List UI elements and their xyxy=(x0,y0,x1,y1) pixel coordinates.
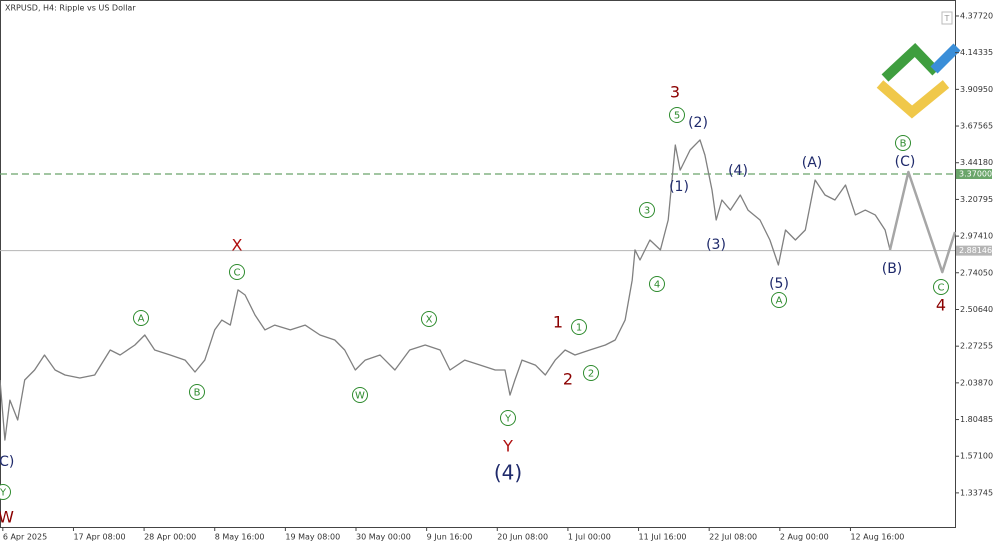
y-tick-label: 2.03870 xyxy=(960,378,993,387)
wave-label: A xyxy=(138,314,145,325)
x-tick-label: 17 Apr 08:00 xyxy=(73,533,125,542)
y-tick-label: 3.44180 xyxy=(960,158,993,167)
wave-circle xyxy=(669,107,685,123)
wave-label: 2 xyxy=(563,370,573,389)
y-tick-label: 2.97410 xyxy=(960,232,993,241)
wave-circle xyxy=(771,292,787,308)
wave-label: B xyxy=(194,388,201,399)
wave-label: A xyxy=(776,296,783,307)
wave-circle xyxy=(352,387,368,403)
price-level-tag xyxy=(956,168,992,179)
wave-circle xyxy=(189,384,205,400)
wave-label: 3 xyxy=(644,206,650,217)
x-tick-label: 6 Apr 2025 xyxy=(3,533,47,542)
logo-green xyxy=(881,42,940,82)
wave-label: Y xyxy=(0,488,7,499)
wave-label: C xyxy=(938,283,945,294)
wave-label: 1 xyxy=(553,313,563,332)
logo-blue xyxy=(930,43,961,74)
wave-circle xyxy=(649,276,665,292)
wave-circle xyxy=(895,135,911,151)
wave-circle xyxy=(639,202,655,218)
tool-icon: T xyxy=(944,14,950,23)
y-tick-label: 1.33745 xyxy=(960,488,993,497)
wave-label: 5 xyxy=(674,111,680,122)
wave-circle xyxy=(229,264,245,280)
x-tick-label: 20 Jun 08:00 xyxy=(497,533,548,542)
wave-label: (B) xyxy=(882,261,903,277)
logo xyxy=(876,42,961,119)
y-tick-label: 1.57100 xyxy=(960,452,993,461)
x-tick-label: 11 Jul 16:00 xyxy=(639,533,687,542)
price-level-label: 3.37000 xyxy=(959,169,992,178)
logo-yellow xyxy=(876,80,950,119)
price-level-label: 2.88146 xyxy=(959,246,992,255)
wave-label: W xyxy=(0,508,14,527)
wave-circle xyxy=(933,279,949,295)
wave-label: (A) xyxy=(802,155,823,171)
wave-label: (3) xyxy=(706,237,726,253)
tool-button[interactable] xyxy=(941,11,953,25)
wave-label: B xyxy=(900,139,907,150)
wave-circle xyxy=(571,319,587,335)
y-tick-label: 4.14335 xyxy=(960,48,993,57)
wave-label: (2) xyxy=(688,115,708,131)
wave-circle xyxy=(421,311,437,327)
x-tick-label: 12 Aug 16:00 xyxy=(850,533,904,542)
wave-label: (5) xyxy=(769,276,789,292)
wave-label: 3 xyxy=(670,83,680,102)
price-level-tag xyxy=(956,245,992,256)
x-tick-label: 1 Jul 00:00 xyxy=(568,533,611,542)
x-tick-label: 2 Aug 00:00 xyxy=(780,533,829,542)
wave-label: 1 xyxy=(576,323,582,334)
wave-label: W xyxy=(355,391,365,402)
y-tick-label: 3.20795 xyxy=(960,195,993,204)
wave-label: X xyxy=(426,315,433,326)
y-tick-label: 1.80485 xyxy=(960,415,993,424)
y-tick-label: 2.74050 xyxy=(960,268,993,277)
wave-label: X xyxy=(232,236,243,255)
plot-frame xyxy=(0,0,956,528)
wave-label: (4) xyxy=(494,461,522,485)
wave-circle xyxy=(583,365,599,381)
y-tick-label: 3.67565 xyxy=(960,122,993,131)
wave-label: (1) xyxy=(669,179,689,195)
x-tick-label: 22 Jul 08:00 xyxy=(709,533,757,542)
x-tick-label: 8 May 16:00 xyxy=(215,533,265,542)
wave-label: Y xyxy=(504,414,512,425)
wave-label: (4) xyxy=(728,163,748,179)
price-line xyxy=(0,139,891,441)
chart-title: XRPUSD, H4: Ripple vs US Dollar xyxy=(5,4,136,13)
wave-label: C xyxy=(234,268,241,279)
x-tick-label: 30 May 00:00 xyxy=(356,533,411,542)
wave-label: Y xyxy=(502,437,513,456)
wave-label: (C) xyxy=(0,454,14,470)
y-tick-label: 2.27255 xyxy=(960,342,993,351)
x-tick-label: 9 Jun 16:00 xyxy=(427,533,473,542)
y-tick-label: 3.90950 xyxy=(960,85,993,94)
wave-label: 4 xyxy=(654,280,660,291)
x-tick-label: 19 May 08:00 xyxy=(285,533,340,542)
y-tick-label: 4.37720 xyxy=(960,11,993,20)
x-tick-label: 28 Apr 00:00 xyxy=(144,533,196,542)
wave-label: 4 xyxy=(936,296,946,315)
projection-line xyxy=(888,170,957,274)
wave-label: 2 xyxy=(588,369,594,380)
wave-circle xyxy=(133,310,149,326)
y-tick-label: 2.50640 xyxy=(960,305,993,314)
wave-circle xyxy=(500,410,516,426)
wave-circle xyxy=(0,484,11,500)
wave-label: (C) xyxy=(895,154,916,170)
